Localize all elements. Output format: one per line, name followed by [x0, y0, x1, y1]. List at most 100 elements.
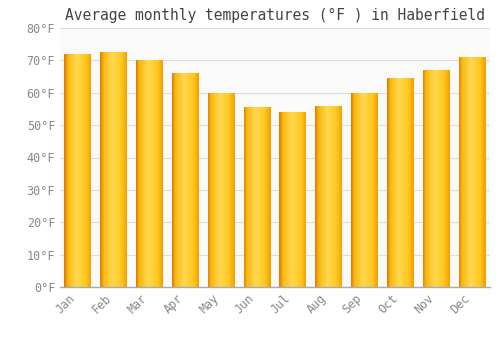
Bar	[251, 107, 252, 287]
Bar	[256, 107, 257, 287]
Bar	[112, 52, 113, 287]
Bar	[83, 54, 84, 287]
Bar	[324, 106, 325, 287]
Bar	[377, 93, 378, 287]
Bar	[138, 60, 139, 287]
Bar	[462, 57, 463, 287]
Bar	[292, 112, 293, 287]
Bar	[331, 106, 332, 287]
Bar	[214, 93, 215, 287]
Bar	[448, 70, 449, 287]
Bar	[300, 112, 301, 287]
Bar	[155, 60, 156, 287]
Bar	[186, 74, 187, 287]
Bar	[472, 57, 473, 287]
Bar	[86, 54, 87, 287]
Bar	[72, 54, 73, 287]
Bar	[394, 78, 395, 287]
Bar	[110, 52, 111, 287]
Bar	[80, 54, 81, 287]
Bar	[318, 106, 319, 287]
Bar	[161, 60, 162, 287]
Bar	[360, 93, 361, 287]
Bar	[286, 112, 287, 287]
Bar	[411, 78, 412, 287]
Bar	[413, 78, 414, 287]
Bar	[280, 112, 281, 287]
Bar	[153, 60, 154, 287]
Bar	[434, 70, 435, 287]
Bar	[317, 106, 318, 287]
Bar	[190, 74, 191, 287]
Bar	[217, 93, 218, 287]
Bar	[406, 78, 407, 287]
Bar	[74, 54, 76, 287]
Bar	[299, 112, 300, 287]
Bar	[100, 52, 101, 287]
Bar	[301, 112, 302, 287]
Bar	[178, 74, 179, 287]
Bar	[337, 106, 338, 287]
Bar	[227, 93, 228, 287]
Bar	[366, 93, 368, 287]
Bar	[218, 93, 219, 287]
Bar	[375, 93, 376, 287]
Bar	[368, 93, 369, 287]
Bar	[113, 52, 114, 287]
Bar	[258, 107, 260, 287]
Bar	[189, 74, 190, 287]
Bar	[208, 93, 209, 287]
Bar	[230, 93, 231, 287]
Bar	[404, 78, 406, 287]
Bar	[188, 74, 189, 287]
Bar	[111, 52, 112, 287]
Bar	[144, 60, 146, 287]
Bar	[427, 70, 428, 287]
Bar	[323, 106, 324, 287]
Bar	[70, 54, 71, 287]
Bar	[109, 52, 110, 287]
Bar	[351, 93, 352, 287]
Bar	[253, 107, 254, 287]
Bar	[388, 78, 389, 287]
Bar	[209, 93, 210, 287]
Bar	[460, 57, 461, 287]
Bar	[196, 74, 198, 287]
Bar	[288, 112, 289, 287]
Bar	[78, 54, 79, 287]
Bar	[67, 54, 68, 287]
Bar	[124, 52, 125, 287]
Bar	[148, 60, 149, 287]
Bar	[483, 57, 484, 287]
Bar	[446, 70, 447, 287]
Bar	[469, 57, 470, 287]
Bar	[341, 106, 342, 287]
Bar	[146, 60, 147, 287]
Bar	[282, 112, 284, 287]
Bar	[283, 112, 284, 287]
Bar	[252, 107, 253, 287]
Bar	[82, 54, 83, 287]
Bar	[221, 93, 222, 287]
Bar	[119, 52, 120, 287]
Bar	[211, 93, 212, 287]
Bar	[91, 54, 92, 287]
Bar	[120, 52, 122, 287]
Bar	[248, 107, 249, 287]
Bar	[64, 54, 65, 287]
Bar	[213, 93, 214, 287]
Bar	[115, 52, 116, 287]
Bar	[432, 70, 433, 287]
Bar	[410, 78, 411, 287]
Bar	[338, 106, 339, 287]
Bar	[185, 74, 186, 287]
Bar	[401, 78, 402, 287]
Bar	[355, 93, 356, 287]
Bar	[265, 107, 266, 287]
Bar	[249, 107, 250, 287]
Bar	[176, 74, 177, 287]
Bar	[103, 52, 104, 287]
Bar	[126, 52, 127, 287]
Bar	[226, 93, 227, 287]
Bar	[151, 60, 152, 287]
